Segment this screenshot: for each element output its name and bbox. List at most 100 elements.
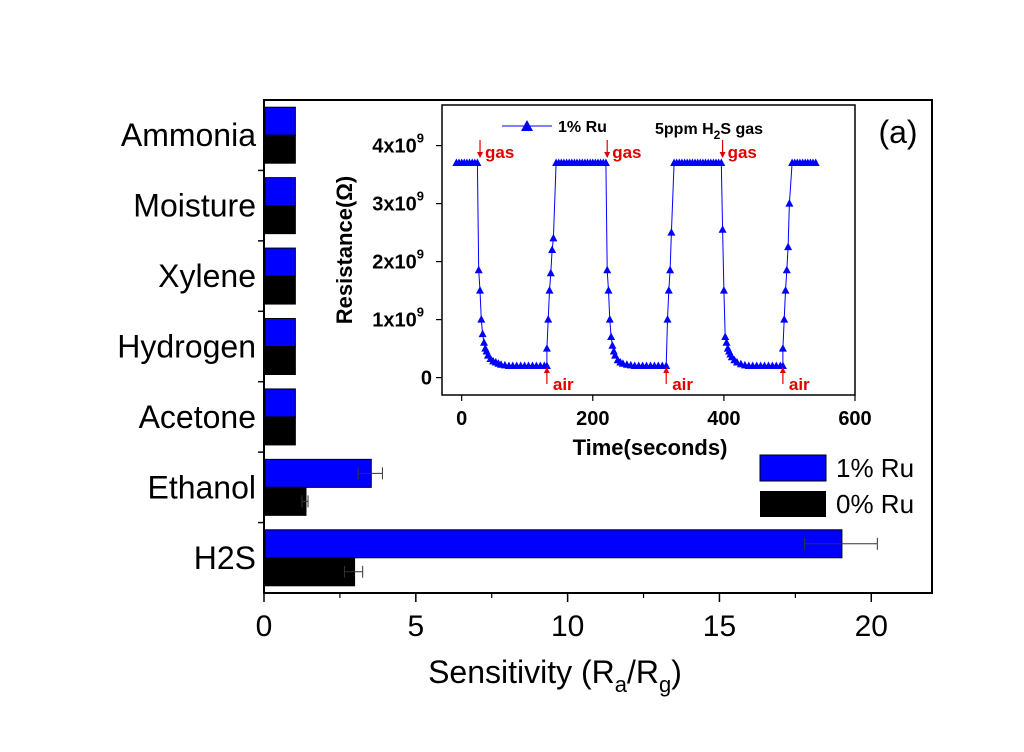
air-arrow-head bbox=[543, 367, 550, 373]
bar-h2s-1pct-ru bbox=[264, 529, 843, 559]
inset-x-axis-label: Time(seconds) bbox=[573, 435, 728, 460]
inset-gas-air-events: gas gas gas air air air bbox=[477, 140, 810, 394]
inset-point bbox=[784, 242, 793, 251]
inset-point bbox=[611, 351, 620, 359]
inset-point bbox=[480, 338, 488, 346]
inset-point bbox=[781, 286, 790, 294]
main-x-axis-ticks: 0 5 10 15 20 bbox=[256, 593, 888, 643]
bar-hydrogen-1pct-ru bbox=[264, 318, 296, 347]
x-tick-label: 20 bbox=[855, 610, 888, 643]
inset-y-tick-label: 1x109 bbox=[372, 305, 424, 332]
category-label-moisture: Moisture bbox=[133, 188, 256, 224]
inset-point bbox=[722, 338, 731, 346]
inset-point bbox=[778, 361, 787, 369]
panel-label: (a) bbox=[878, 114, 917, 150]
inset-point bbox=[604, 286, 613, 294]
inset-point bbox=[780, 315, 789, 323]
air-label: air bbox=[672, 375, 693, 394]
inset-point bbox=[603, 265, 612, 274]
gas-label: gas bbox=[612, 143, 641, 162]
xlabel-part: Sensitivity (R bbox=[428, 654, 615, 690]
bar-ethanol-0pct-ru bbox=[264, 486, 307, 516]
xlabel-sub-g: g bbox=[659, 672, 671, 697]
inset-point bbox=[721, 332, 730, 340]
inset-y-axis-label: Resistance(Ω) bbox=[332, 176, 357, 324]
inset-x-tick-label: 600 bbox=[838, 408, 871, 430]
category-label-ethanol: Ethanol bbox=[147, 469, 256, 505]
inset-point bbox=[549, 233, 558, 242]
main-bars bbox=[264, 106, 843, 587]
annotation-end: S gas bbox=[720, 121, 763, 138]
gas-label: gas bbox=[728, 143, 757, 162]
main-y-axis-ticks bbox=[258, 169, 264, 524]
air-arrow-head bbox=[779, 367, 786, 373]
category-label-ammonia: Ammonia bbox=[121, 117, 256, 153]
bar-moisture-0pct-ru bbox=[264, 205, 296, 235]
inset-point bbox=[718, 225, 727, 233]
inset-y-tick-label: 3x109 bbox=[372, 189, 424, 216]
category-label-acetone: Acetone bbox=[139, 399, 256, 435]
inset-point bbox=[785, 199, 794, 207]
inset-legend-label: 1% Ru bbox=[558, 119, 607, 136]
gas-arrow-head bbox=[604, 152, 611, 158]
inset-series-markers bbox=[452, 158, 820, 369]
inset-point bbox=[608, 341, 617, 349]
bar-xylene-0pct-ru bbox=[264, 275, 296, 305]
gas-arrow-head bbox=[477, 152, 484, 158]
legend-label-0pct-ru: 0% Ru bbox=[836, 489, 914, 519]
main-error-bars bbox=[301, 467, 878, 578]
category-label-xylene: Xylene bbox=[158, 258, 256, 294]
inset-point bbox=[545, 286, 554, 294]
x-tick-label: 15 bbox=[703, 610, 736, 643]
xlabel-mid: /R bbox=[627, 654, 659, 690]
annotation-main: 5ppm H bbox=[655, 121, 714, 138]
inset-point bbox=[601, 158, 610, 166]
inset-y-tick-label: 2x109 bbox=[372, 247, 424, 274]
legend-label-1pct-ru: 1% Ru bbox=[836, 453, 914, 483]
main-category-labels: Ammonia Moisture Xylene Hydrogen Acetone Etha… bbox=[117, 117, 256, 576]
inset-point bbox=[667, 228, 676, 236]
inset-point bbox=[476, 286, 484, 294]
inset-point bbox=[782, 265, 791, 274]
bar-h2s-0pct-ru bbox=[264, 557, 356, 587]
inset-point bbox=[811, 158, 820, 166]
inset-x-tick-label: 400 bbox=[707, 408, 740, 430]
inset-point bbox=[477, 315, 486, 323]
legend-swatch-1pct-ru bbox=[759, 454, 827, 482]
xlabel-end: ) bbox=[671, 654, 682, 690]
bar-moisture-1pct-ru bbox=[264, 177, 296, 207]
x-tick-label: 5 bbox=[407, 610, 424, 643]
annotation-sub: 2 bbox=[714, 128, 721, 142]
inset-point bbox=[662, 361, 671, 369]
inset-point bbox=[544, 315, 553, 323]
gas-label: gas bbox=[485, 143, 514, 162]
bar-ammonia-0pct-ru bbox=[264, 134, 296, 164]
bar-acetone-0pct-ru bbox=[264, 416, 296, 446]
inset-y-tick-label: 0 bbox=[421, 368, 432, 390]
bar-hydrogen-0pct-ru bbox=[264, 346, 296, 375]
inset-point bbox=[474, 265, 483, 274]
main-legend: 1% Ru 0% Ru bbox=[759, 453, 914, 519]
bar-acetone-1pct-ru bbox=[264, 388, 296, 418]
inset-point bbox=[478, 329, 487, 338]
inset-point bbox=[473, 158, 482, 166]
air-arrow-head bbox=[663, 367, 670, 373]
inset-legend-marker bbox=[521, 120, 533, 131]
inset-x-axis-ticks: 0 200 400 600 bbox=[456, 395, 872, 430]
inset-point bbox=[664, 286, 673, 294]
inset-point bbox=[546, 268, 555, 277]
gas-arrow-head bbox=[719, 152, 726, 158]
inset-point bbox=[542, 344, 551, 352]
xlabel-sub-a: a bbox=[615, 672, 628, 697]
air-label: air bbox=[553, 375, 574, 394]
category-label-h2s: H2S bbox=[194, 540, 256, 576]
inset-y-axis-ticks: 0 1x109 2x109 3x109 4x109 bbox=[372, 131, 442, 390]
bar-ethanol-1pct-ru bbox=[264, 458, 372, 488]
inset-point bbox=[548, 245, 557, 253]
inset-point bbox=[717, 158, 726, 166]
inset-point bbox=[778, 344, 787, 352]
inset-point bbox=[663, 315, 672, 323]
inset-point bbox=[605, 315, 614, 323]
